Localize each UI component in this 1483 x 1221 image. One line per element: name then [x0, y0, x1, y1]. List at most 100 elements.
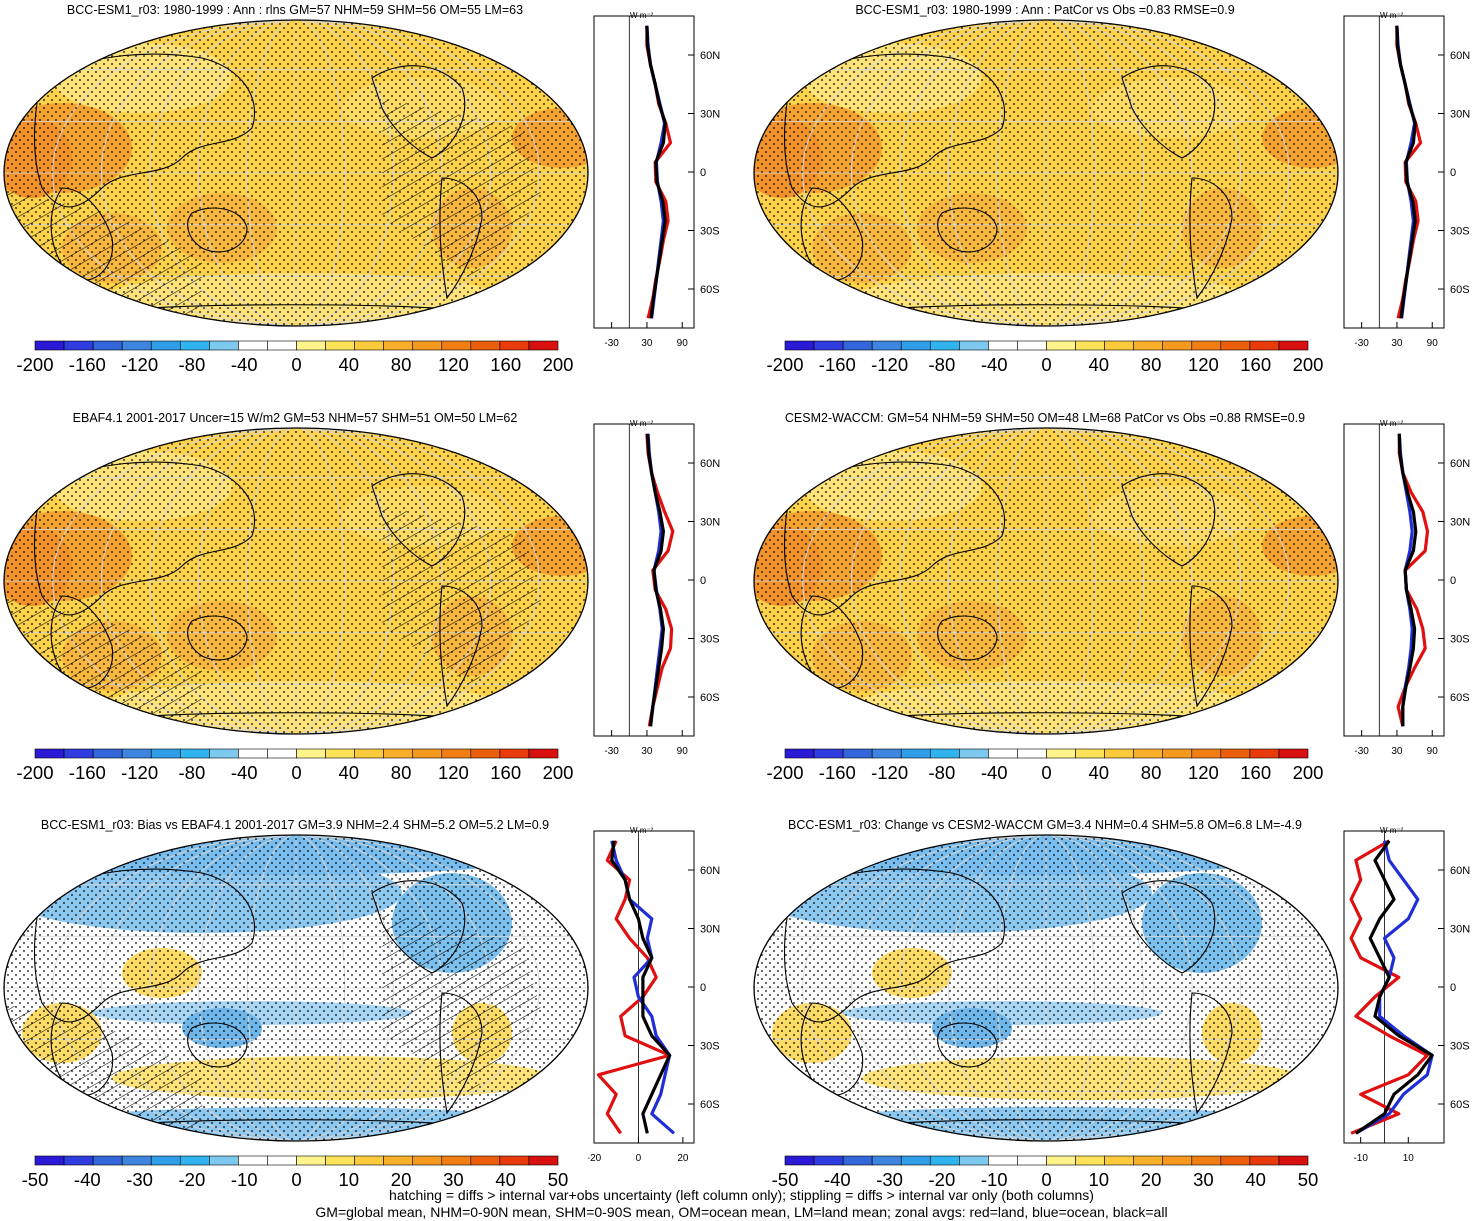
zonal-xtick: 90 [1427, 338, 1439, 349]
zonal-series-all [645, 433, 666, 727]
map [3, 19, 589, 327]
zonal-ytick: 60S [1450, 692, 1470, 704]
zonal-ytick: 60S [1450, 1099, 1470, 1111]
colorbar-label: 20 [390, 1169, 412, 1190]
colorbar-label: -40 [73, 1169, 101, 1190]
zonal-ytick: 60S [700, 692, 720, 704]
colorbar-swatch [988, 1155, 1018, 1166]
zonal-mean-plot: W m⁻² 60N 30N 0 30S 60S -30 30 90 [1343, 11, 1470, 349]
zonal-ytick: 30N [1450, 517, 1470, 529]
footer-line-2: GM=global mean, NHM=0-90N mean, SHM=0-90… [315, 1204, 1168, 1220]
colorbar-label: 40 [495, 1169, 516, 1190]
colorbar-label: 10 [1088, 1169, 1110, 1190]
colorbar-label: -40 [980, 762, 1008, 783]
colorbar-swatch [1017, 1155, 1047, 1166]
colorbar-swatch [900, 1155, 931, 1166]
zonal-series-ocean [1355, 840, 1434, 1135]
map [753, 19, 1339, 327]
colorbar-label: 50 [1297, 1169, 1319, 1190]
colorbar [34, 748, 559, 759]
zonal-ytick: 30N [700, 924, 720, 936]
zonal-mean-plot: W m⁻² 60N 30N 0 30S 60S -30 30 90 [593, 11, 720, 349]
colorbar-label: 40 [1088, 762, 1110, 783]
colorbar-swatch [959, 1155, 989, 1166]
colorbar-label: -120 [871, 354, 909, 375]
colorbar-label: 30 [1193, 1169, 1214, 1190]
colorbar-label: 200 [542, 762, 574, 783]
zonal-xtick: 30 [1391, 746, 1403, 757]
colorbar-label: 160 [1240, 762, 1272, 783]
colorbar-swatch [842, 1155, 873, 1166]
colorbar-label: -200 [766, 762, 804, 783]
zonal-ytick: 60S [700, 1099, 720, 1111]
colorbar-label: -200 [16, 762, 54, 783]
colorbar-label: -120 [121, 354, 159, 375]
zonal-ytick: 60N [1450, 458, 1470, 470]
colorbar-label: -160 [818, 762, 856, 783]
colorbar-label: 0 [291, 354, 302, 375]
colorbar-label: 50 [547, 1169, 569, 1190]
colorbar-swatch [1191, 1155, 1222, 1166]
colorbar-label: -200 [16, 354, 54, 375]
panel-title: BCC-ESM1_r03: Change vs CESM2-WACCM GM=3… [788, 818, 1302, 832]
zonal-ytick: 30S [1450, 634, 1470, 646]
colorbar-label: -200 [766, 354, 804, 375]
colorbar-label: 0 [1041, 354, 1052, 375]
colorbar-label: 0 [1041, 1169, 1052, 1190]
zonal-series-all [1354, 839, 1434, 1135]
colorbar-label: 120 [437, 762, 469, 783]
zonal-xtick: 30 [1391, 338, 1403, 349]
colorbar [784, 1155, 1309, 1166]
zonal-units: W m⁻² [630, 11, 654, 20]
zonal-units: W m⁻² [630, 826, 654, 835]
panel-title: CESM2-WACCM: GM=54 NHM=59 SHM=50 OM=48 L… [784, 411, 1306, 425]
colorbar-label: 200 [1292, 354, 1324, 375]
colorbar-swatch [813, 1155, 844, 1166]
zonal-xtick: 20 [677, 1153, 689, 1164]
panel-title: EBAF4.1 2001-2017 Uncer=15 W/m2 GM=53 NH… [72, 411, 518, 425]
colorbar-swatch [1104, 1155, 1134, 1166]
zonal-ytick: 30S [700, 226, 720, 238]
zonal-series-all [610, 840, 672, 1134]
colorbar-label: 120 [437, 354, 469, 375]
zonal-ytick: 30N [1450, 109, 1470, 121]
map [3, 427, 589, 735]
zonal-ytick: 60N [700, 50, 720, 62]
colorbar-swatch [528, 748, 559, 759]
colorbar-swatch [1133, 1155, 1164, 1166]
colorbar-label: -160 [68, 354, 106, 375]
colorbar [784, 748, 1309, 759]
colorbar-label: 40 [338, 354, 360, 375]
colorbar-label: 160 [490, 354, 522, 375]
colorbar [34, 340, 559, 351]
colorbar-swatch [1162, 1155, 1193, 1166]
colorbar-label: -160 [68, 762, 106, 783]
colorbar-label: 160 [1240, 354, 1272, 375]
map [753, 834, 1339, 1142]
colorbar-label: 80 [1140, 354, 1162, 375]
zonal-ytick: 0 [1450, 575, 1456, 587]
colorbar-label: 10 [338, 1169, 360, 1190]
zonal-xtick: 30 [641, 338, 653, 349]
colorbar-label: 40 [1245, 1169, 1266, 1190]
colorbar-label: 80 [390, 354, 412, 375]
zonal-xtick: 10 [1403, 1153, 1415, 1164]
colorbar-label: 120 [1187, 354, 1219, 375]
colorbar-label: -50 [21, 1169, 49, 1190]
zonal-ytick: 30S [1450, 226, 1470, 238]
colorbar-label: 30 [443, 1169, 464, 1190]
colorbar-label: -80 [928, 762, 956, 783]
zonal-mean-plot: W m⁻² 60N 30N 0 30S 60S -30 30 90 [593, 419, 720, 757]
zonal-ytick: 30N [700, 517, 720, 529]
colorbar-label: -80 [178, 762, 206, 783]
zonal-units: W m⁻² [1380, 11, 1404, 20]
panel-title: BCC-ESM1_r03: 1980-1999 : Ann : PatCor v… [855, 3, 1235, 17]
colorbar-label: 40 [1088, 354, 1110, 375]
colorbar-label: -40 [823, 1169, 851, 1190]
zonal-units: W m⁻² [1380, 419, 1404, 428]
colorbar-swatch [1278, 1155, 1309, 1166]
